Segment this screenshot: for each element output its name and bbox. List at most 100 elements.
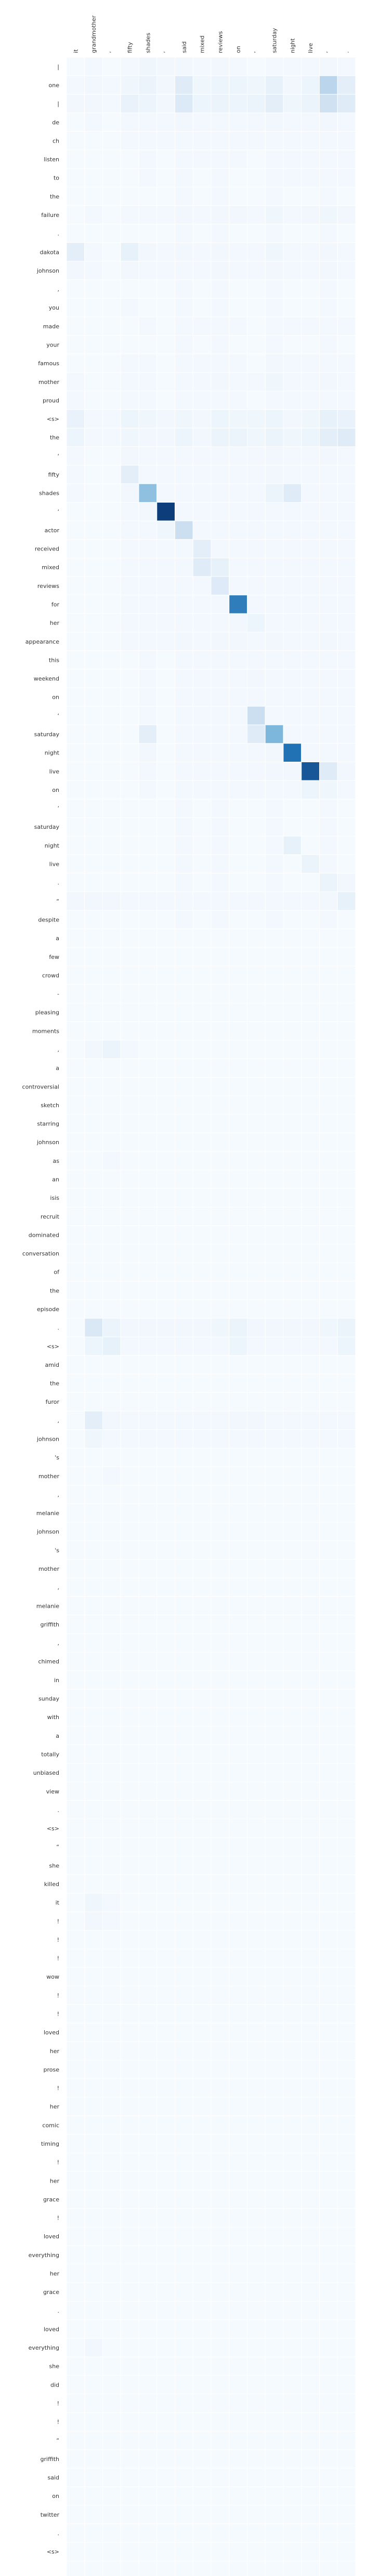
heatmap-cell (265, 632, 284, 651)
heatmap-cell (156, 1967, 175, 1987)
heatmap-cell (265, 1114, 284, 1133)
heatmap-cell (84, 2430, 103, 2450)
heatmap-cell (120, 2319, 139, 2339)
heatmap-cell (175, 1522, 193, 1542)
heatmap-cell (102, 2486, 121, 2506)
heatmap-cell (102, 1114, 121, 1133)
heatmap-cell (120, 2542, 139, 2561)
heatmap-cell (265, 1429, 284, 1449)
heatmap-cell (102, 465, 121, 484)
x-tick-label: shades (145, 33, 151, 53)
heatmap-cell (66, 1726, 85, 1746)
heatmap-cell (337, 687, 356, 707)
heatmap-cell (319, 2523, 338, 2543)
y-tick-label: prose (44, 2066, 60, 2073)
heatmap-cell (319, 1040, 338, 1059)
heatmap-cell (211, 2078, 230, 2098)
heatmap-cell (120, 2338, 139, 2357)
heatmap-cell (138, 2041, 158, 2061)
heatmap-cell (156, 205, 175, 225)
heatmap-cell (229, 1003, 247, 1022)
y-tick-label: you (49, 304, 59, 311)
heatmap-cell (66, 409, 85, 429)
heatmap-cell (337, 1614, 356, 1634)
heatmap-cell (175, 2264, 193, 2283)
heatmap-cell (120, 539, 139, 558)
heatmap-cell (84, 1374, 103, 1393)
heatmap-cell (265, 2041, 284, 2061)
heatmap-cell (301, 1707, 320, 1727)
heatmap-cell (229, 446, 247, 466)
heatmap-cell (84, 1429, 103, 1449)
heatmap-cell (138, 1930, 158, 1950)
heatmap-cell (211, 1281, 230, 1300)
heatmap-cell (156, 1151, 175, 1171)
heatmap-cell (192, 1856, 212, 1875)
heatmap-cell (337, 1967, 356, 1987)
heatmap-cell (102, 910, 121, 929)
heatmap-cell (175, 224, 193, 243)
heatmap-cell (138, 1170, 158, 1189)
heatmap-cell (120, 2356, 139, 2376)
heatmap-cell (156, 2505, 175, 2524)
heatmap-cell (102, 1485, 121, 1504)
heatmap-cell (192, 1318, 212, 1337)
heatmap-cell (337, 724, 356, 744)
heatmap-cell (156, 465, 175, 484)
heatmap-cell (247, 891, 266, 911)
heatmap-cell (247, 1485, 266, 1504)
heatmap-cell (102, 2375, 121, 2394)
heatmap-cell (319, 947, 338, 967)
heatmap-cell (229, 743, 247, 762)
heatmap-cell (66, 1244, 85, 1263)
heatmap-cell (138, 2301, 158, 2321)
heatmap-cell (301, 1818, 320, 1838)
heatmap-cell (120, 1318, 139, 1337)
heatmap-cell (175, 2041, 193, 2061)
heatmap-cell (192, 706, 212, 725)
heatmap-cell (229, 1336, 247, 1356)
heatmap-cell (229, 75, 247, 95)
heatmap-cell (120, 761, 139, 781)
heatmap-cell (247, 2171, 266, 2190)
heatmap-cell (175, 984, 193, 1004)
y-tick-label: of (54, 1269, 60, 1276)
y-tick-label: . (58, 230, 60, 237)
heatmap-cell (84, 1411, 103, 1430)
heatmap-cell (156, 1949, 175, 1968)
heatmap-cell (156, 502, 175, 521)
y-tick-label: 's (55, 1547, 59, 1554)
heatmap-cell (247, 1670, 266, 1690)
heatmap-cell (301, 1541, 320, 1560)
heatmap-cell (319, 1911, 338, 1931)
heatmap-cell (138, 75, 158, 95)
heatmap-cell (319, 2078, 338, 2098)
heatmap-cell (283, 57, 302, 76)
heatmap-cell (102, 1225, 121, 1245)
heatmap-cell (192, 1837, 212, 1857)
heatmap-cell (102, 706, 121, 725)
heatmap-cell (66, 1447, 85, 1467)
heatmap-cell (120, 2134, 139, 2154)
heatmap-cell (319, 891, 338, 911)
heatmap-cell (337, 947, 356, 967)
heatmap-cell (211, 112, 230, 132)
heatmap-cell (102, 391, 121, 410)
heatmap-cell (229, 2189, 247, 2209)
heatmap-cell (66, 2542, 85, 2561)
heatmap-cell (337, 1244, 356, 1263)
heatmap-cell (265, 520, 284, 540)
heatmap-cell (229, 2338, 247, 2357)
heatmap-cell (138, 687, 158, 707)
heatmap-cell (337, 817, 356, 837)
heatmap-cell (102, 2078, 121, 2098)
heatmap-cell (211, 2505, 230, 2524)
heatmap-cell (192, 2208, 212, 2227)
heatmap-cell (66, 1374, 85, 1393)
heatmap-cell (301, 57, 320, 76)
heatmap-cell (247, 1244, 266, 1263)
heatmap-cell (156, 1429, 175, 1449)
y-tick-label: few (49, 954, 59, 960)
heatmap-cell (102, 1021, 121, 1041)
heatmap-cell (247, 2449, 266, 2469)
